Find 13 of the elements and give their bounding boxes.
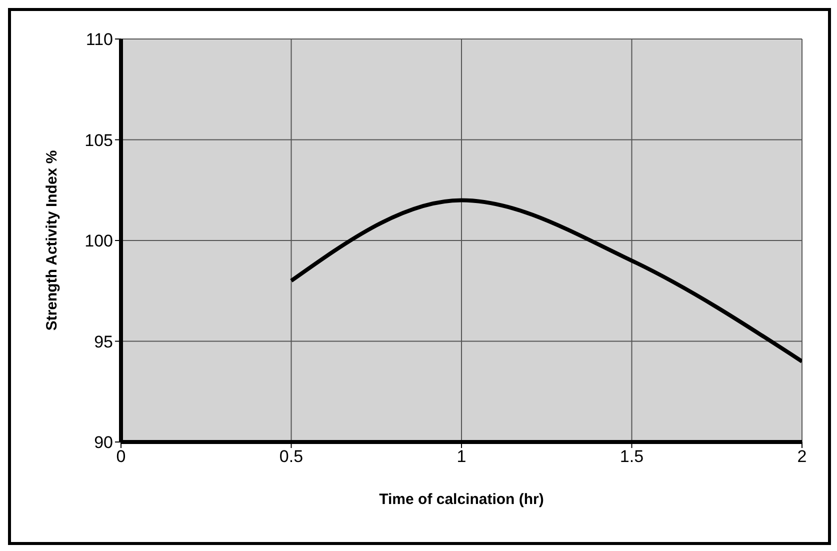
y-tick-label: 90 [94,433,113,452]
y-tick-label: 105 [84,130,113,150]
x-tick-label: 1 [456,447,466,466]
x-tick-label: 0 [116,447,126,466]
line-series [289,198,802,364]
y-axis-title: Strength Activity Index % [43,150,60,331]
y-tick-label: 95 [94,332,113,352]
x-axis-title: Time of calcination (hr) [379,491,544,508]
x-tick-label: 1.5 [620,447,644,466]
x-tick-label: 0.5 [279,447,304,466]
y-tick-label: 110 [86,30,113,50]
x-tick-label: 2 [797,447,807,466]
y-tick-label: 100 [84,232,113,251]
